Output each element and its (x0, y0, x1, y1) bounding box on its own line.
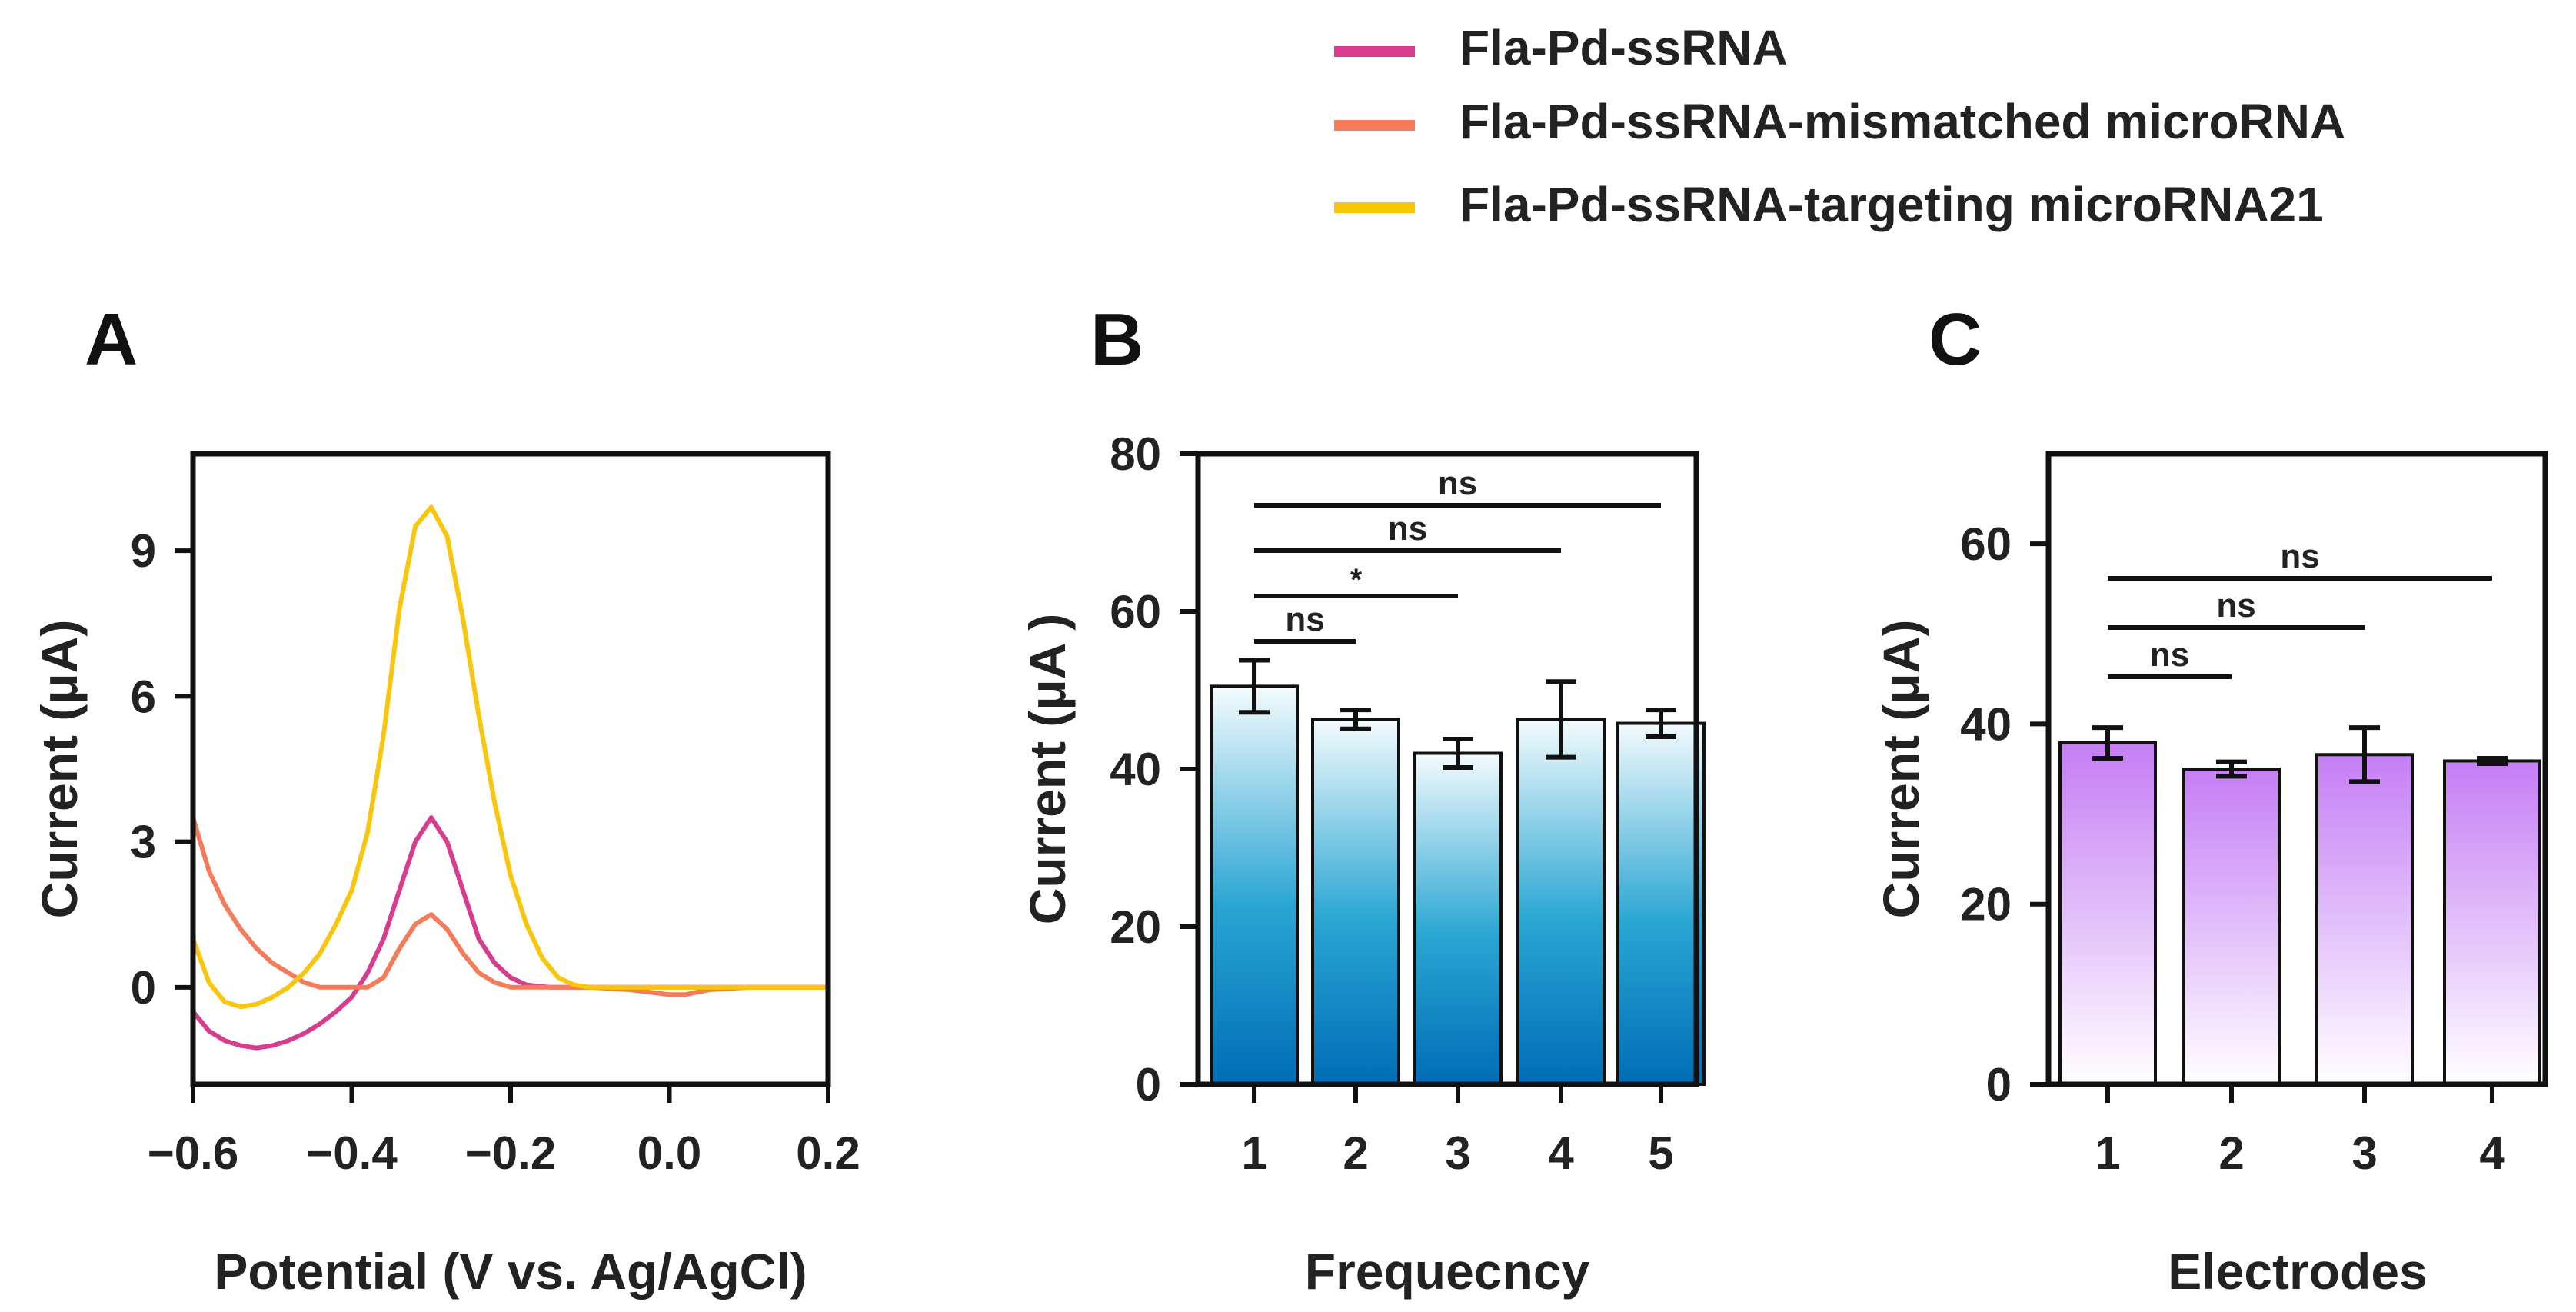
panel-c-bar-4 (2443, 759, 2541, 1086)
panel-b-y-tick-label: 0 (1136, 1059, 1161, 1111)
panel-a-y-tick-label: 6 (131, 671, 156, 722)
panel-a-y-tick-label: 9 (131, 525, 156, 577)
panel-c-y-label: Current (μA) (1872, 620, 1929, 919)
panel-a: −0.6 −0.4 −0.2 0.0 0.2 0 3 6 9 Potential (V vs. … (31, 451, 860, 1300)
panel-b-significance-label: ns (1285, 601, 1324, 638)
panel-c-significance-label: ns (2216, 587, 2255, 624)
panel-c-bar-2 (2182, 768, 2281, 1086)
panel-c-y-tick-label: 20 (1960, 879, 2012, 931)
panel-c-bar-3 (2315, 753, 2414, 1086)
panel-letter-b: B (1090, 298, 1143, 381)
panel-a-x-tick-label: −0.4 (306, 1127, 398, 1179)
panel-a-series-3 (191, 504, 830, 1010)
panel-c-significance-label: ns (2150, 636, 2189, 674)
legend: Fla-Pd-ssRNA Fla-Pd-ssRNA-mismatched mic… (1334, 20, 2345, 232)
panel-c-significance-label: ns (2280, 538, 2319, 575)
panel-c-y-tick-label: 60 (1960, 518, 2012, 570)
panel-b-x-tick-label: 2 (1343, 1127, 1368, 1179)
panel-b-x-tick-label: 3 (1445, 1127, 1470, 1179)
panel-b-y-label: Current (μA ) (1019, 614, 1076, 925)
panel-b-bar-5 (1616, 721, 1706, 1086)
panel-a-x-tick-label: 0.2 (796, 1127, 860, 1179)
panel-c-x-tick-label: 1 (2095, 1127, 2120, 1179)
legend-label-3: Fla-Pd-ssRNA-targeting microRNA21 (1459, 177, 2324, 232)
legend-label-1: Fla-Pd-ssRNA (1459, 20, 1788, 75)
panel-b-y-tick-label: 80 (1110, 428, 1161, 480)
panel-b-y-tick-label: 60 (1110, 586, 1161, 638)
panel-b-bar-3 (1413, 751, 1503, 1086)
panel-b-significance-label: * (1350, 563, 1363, 597)
panel-b-x-tick-label: 4 (1548, 1127, 1574, 1179)
panel-b-x-tick-label: 5 (1648, 1127, 1673, 1179)
panel-b-x-tick-label: 1 (1241, 1127, 1266, 1179)
panel-a-x-tick-label: 0.0 (637, 1127, 701, 1179)
panel-c-bar-1 (2058, 741, 2157, 1086)
panel-c-y-tick-label: 40 (1960, 698, 2012, 750)
panel-c-y-tick-label: 0 (1986, 1059, 2012, 1111)
panel-a-y-tick-label: 0 (131, 962, 156, 1014)
panel-c-x-tick-label: 3 (2351, 1127, 2377, 1179)
panel-b-bar-4 (1516, 718, 1606, 1086)
panel-a-x-tick-label: −0.6 (148, 1127, 238, 1179)
panel-a-x-label: Potential (V vs. Ag/AgCl) (214, 1243, 807, 1300)
panel-letter-c: C (1929, 298, 1982, 381)
panel-b-significance-label: ns (1438, 465, 1477, 502)
panel-b-y-tick-label: 20 (1110, 901, 1161, 953)
panel-letter-a: A (85, 298, 138, 381)
panel-c-x-tick-label: 2 (2218, 1127, 2244, 1179)
legend-label-2: Fla-Pd-ssRNA-mismatched microRNA (1459, 94, 2345, 149)
panel-c-x-tick-label: 4 (2479, 1127, 2505, 1179)
panel-b-significance-label: ns (1388, 510, 1427, 548)
panel-a-x-tick-label: −0.2 (465, 1127, 556, 1179)
panel-b-y-tick-label: 40 (1110, 744, 1161, 795)
panel-b-bar-2 (1311, 718, 1400, 1086)
panel-a-y-tick-label: 3 (131, 817, 156, 868)
panel-a-series-2 (191, 815, 830, 997)
panel-a-series-1 (191, 815, 830, 1051)
panel-b-bar-1 (1210, 684, 1299, 1086)
panel-b-x-label: Frequecncy (1305, 1243, 1590, 1300)
panel-a-y-label: Current (μA) (31, 620, 88, 919)
panel-c-x-label: Electrodes (2168, 1243, 2427, 1300)
